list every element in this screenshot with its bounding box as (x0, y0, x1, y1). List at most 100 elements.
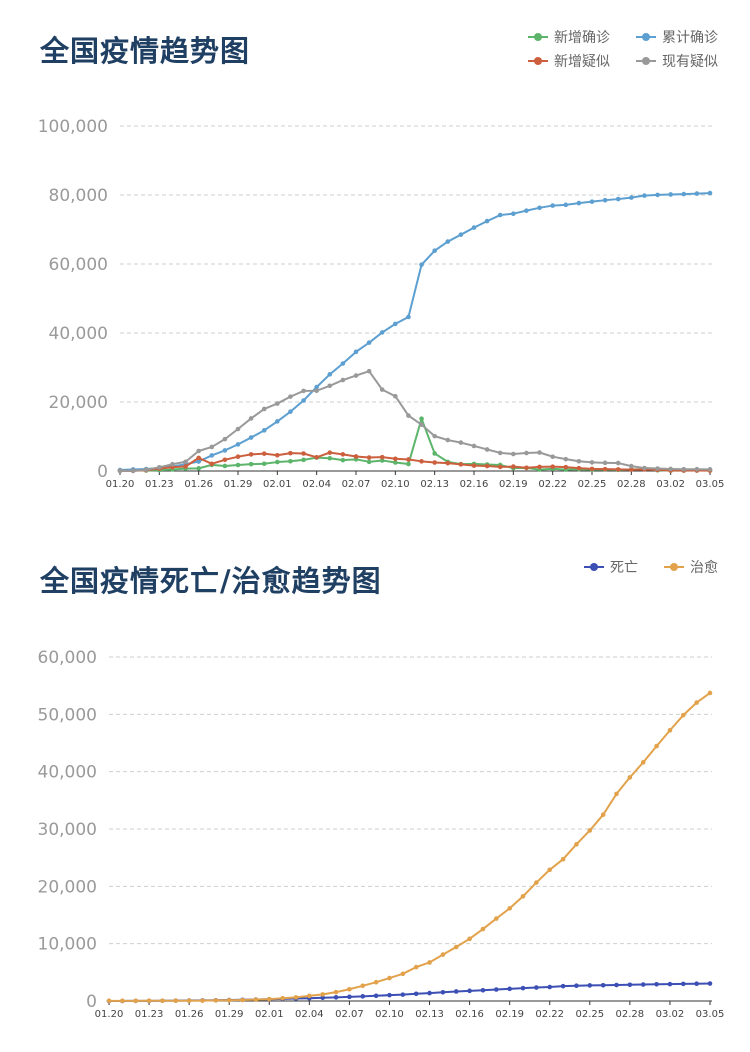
data-point[interactable] (196, 448, 201, 454)
data-point[interactable] (534, 985, 539, 990)
data-point[interactable] (484, 447, 490, 452)
data-point[interactable] (360, 983, 366, 989)
data-point[interactable] (419, 262, 424, 267)
data-point[interactable] (209, 444, 215, 450)
data-point[interactable] (602, 466, 608, 472)
data-point[interactable] (642, 465, 647, 471)
data-point[interactable] (301, 388, 306, 394)
data-point[interactable] (694, 700, 699, 705)
data-point[interactable] (366, 368, 372, 374)
data-point[interactable] (587, 983, 593, 988)
data-point[interactable] (655, 466, 660, 471)
data-point[interactable] (520, 893, 526, 899)
data-point[interactable] (600, 982, 606, 988)
data-point[interactable] (288, 450, 293, 456)
legend-item-recovered[interactable]: 治愈 (664, 558, 718, 576)
data-point[interactable] (707, 190, 713, 196)
data-point[interactable] (511, 451, 516, 457)
data-point[interactable] (186, 998, 192, 1004)
data-point[interactable] (494, 916, 499, 921)
data-point[interactable] (261, 428, 267, 433)
data-point[interactable] (222, 436, 228, 442)
data-point[interactable] (467, 988, 472, 994)
data-point[interactable] (248, 435, 254, 440)
data-point[interactable] (293, 995, 299, 1000)
data-point[interactable] (563, 202, 569, 208)
data-point[interactable] (347, 986, 352, 992)
data-point[interactable] (694, 981, 699, 987)
data-point[interactable] (226, 997, 232, 1003)
data-point[interactable] (427, 990, 432, 996)
data-point[interactable] (680, 981, 686, 987)
data-point[interactable] (589, 460, 595, 465)
data-point[interactable] (681, 466, 687, 472)
data-point[interactable] (629, 195, 634, 200)
data-point[interactable] (602, 460, 608, 466)
data-point[interactable] (117, 468, 123, 474)
data-point[interactable] (130, 468, 136, 474)
data-point[interactable] (537, 464, 542, 470)
data-point[interactable] (288, 409, 293, 414)
data-point[interactable] (497, 464, 503, 470)
data-point[interactable] (445, 239, 451, 244)
data-point[interactable] (240, 997, 245, 1003)
data-point[interactable] (143, 467, 149, 472)
data-point[interactable] (440, 989, 446, 995)
data-point[interactable] (694, 466, 700, 472)
data-point[interactable] (445, 460, 451, 466)
data-point[interactable] (275, 419, 280, 424)
data-point[interactable] (327, 383, 333, 389)
data-point[interactable] (120, 998, 125, 1004)
data-point[interactable] (680, 712, 686, 718)
data-point[interactable] (524, 450, 529, 456)
data-point[interactable] (196, 466, 201, 471)
data-point[interactable] (587, 828, 593, 833)
data-point[interactable] (379, 387, 385, 392)
data-point[interactable] (563, 464, 569, 470)
data-point[interactable] (248, 416, 254, 421)
data-point[interactable] (574, 983, 579, 989)
data-point[interactable] (280, 995, 285, 1001)
data-point[interactable] (170, 461, 175, 467)
data-point[interactable] (393, 393, 398, 399)
data-point[interactable] (615, 460, 621, 466)
data-point[interactable] (248, 452, 254, 457)
data-point[interactable] (419, 416, 424, 422)
data-point[interactable] (507, 906, 512, 911)
data-point[interactable] (654, 982, 659, 987)
data-point[interactable] (235, 462, 241, 468)
data-point[interactable] (222, 463, 228, 469)
legend-item-deaths[interactable]: 死亡 (584, 558, 638, 576)
legend-item-current-suspected[interactable]: 现有疑似 (636, 52, 718, 70)
data-point[interactable] (574, 842, 579, 847)
data-point[interactable] (629, 463, 634, 469)
data-point[interactable] (432, 248, 437, 254)
data-point[interactable] (196, 459, 201, 464)
data-point[interactable] (458, 440, 464, 445)
data-point[interactable] (340, 457, 346, 463)
data-point[interactable] (467, 936, 472, 942)
data-point[interactable] (366, 340, 372, 345)
data-point[interactable] (235, 426, 241, 432)
data-point[interactable] (333, 989, 339, 995)
data-point[interactable] (261, 406, 267, 412)
data-point[interactable] (614, 791, 619, 797)
data-point[interactable] (340, 377, 346, 383)
data-point[interactable] (353, 373, 359, 378)
data-point[interactable] (183, 459, 188, 465)
data-point[interactable] (471, 443, 477, 449)
data-point[interactable] (360, 994, 366, 999)
data-point[interactable] (654, 743, 659, 749)
data-point[interactable] (432, 433, 437, 439)
data-point[interactable] (261, 461, 267, 467)
data-point[interactable] (288, 458, 293, 464)
data-point[interactable] (550, 464, 555, 469)
data-point[interactable] (419, 422, 424, 427)
data-point[interactable] (340, 452, 346, 457)
data-point[interactable] (301, 457, 306, 463)
legend-item-total-confirmed[interactable]: 累计确诊 (636, 28, 718, 46)
data-point[interactable] (640, 982, 646, 987)
data-point[interactable] (160, 998, 165, 1004)
data-point[interactable] (668, 192, 673, 197)
data-point[interactable] (668, 466, 673, 472)
